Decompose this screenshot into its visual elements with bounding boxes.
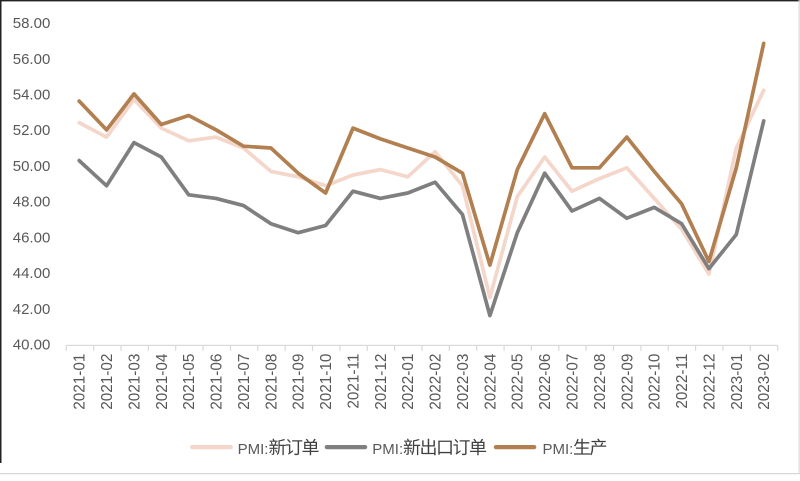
svg-text:48.00: 48.00 [13, 194, 51, 211]
svg-text:40.00: 40.00 [13, 337, 51, 354]
svg-text:50.00: 50.00 [13, 158, 51, 175]
svg-text:2022-01: 2022-01 [400, 354, 417, 410]
svg-text:2022-06: 2022-06 [537, 354, 554, 410]
svg-text:2022-03: 2022-03 [455, 354, 472, 410]
svg-text:2022-02: 2022-02 [428, 354, 445, 410]
svg-text:2022-09: 2022-09 [619, 354, 636, 410]
svg-text:42.00: 42.00 [13, 301, 51, 318]
svg-text:2023-02: 2023-02 [756, 354, 773, 410]
svg-text:2022-08: 2022-08 [592, 354, 609, 410]
svg-text:2021-05: 2021-05 [181, 354, 198, 410]
svg-text:2021-09: 2021-09 [291, 354, 308, 410]
svg-text:58.00: 58.00 [13, 15, 51, 32]
svg-text:2021-11: 2021-11 [345, 354, 362, 409]
svg-text:2022-05: 2022-05 [510, 354, 527, 410]
svg-text:PMI:: PMI: [238, 441, 269, 458]
svg-text:44.00: 44.00 [13, 265, 51, 282]
svg-text:2022-12: 2022-12 [701, 354, 718, 410]
svg-text:2022-11: 2022-11 [674, 354, 691, 409]
svg-text:2021-04: 2021-04 [154, 353, 171, 410]
svg-text:52.00: 52.00 [13, 122, 51, 139]
svg-text:54.00: 54.00 [13, 87, 51, 104]
svg-text:2022-04: 2022-04 [482, 353, 499, 410]
svg-text:2021-03: 2021-03 [126, 354, 143, 410]
svg-text:2022-10: 2022-10 [647, 354, 664, 410]
svg-text:2021-10: 2021-10 [318, 354, 335, 410]
svg-text:2021-06: 2021-06 [209, 354, 226, 410]
svg-text:2023-01: 2023-01 [729, 354, 746, 410]
svg-text:2021-02: 2021-02 [99, 354, 116, 410]
svg-text:56.00: 56.00 [13, 51, 51, 68]
svg-text:PMI:: PMI: [372, 441, 403, 458]
svg-text:PMI:: PMI: [543, 441, 574, 458]
svg-text:2021-12: 2021-12 [373, 354, 390, 410]
svg-text:2021-07: 2021-07 [236, 354, 253, 410]
svg-text:46.00: 46.00 [13, 229, 51, 246]
svg-text:2022-07: 2022-07 [565, 354, 582, 410]
svg-text:2021-08: 2021-08 [263, 354, 280, 410]
svg-text:2021-01: 2021-01 [72, 354, 89, 410]
